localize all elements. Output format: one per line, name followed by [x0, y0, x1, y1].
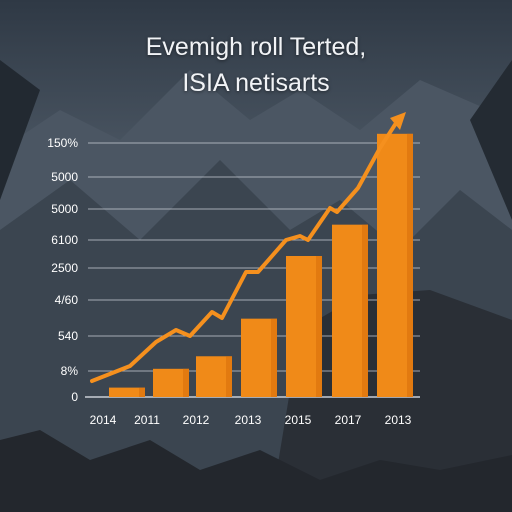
bar — [109, 387, 145, 397]
x-tick-label: 2013 — [385, 413, 412, 427]
y-tick-label: 6100 — [51, 233, 78, 247]
y-tick-label: 5000 — [51, 170, 78, 184]
bar-shade — [226, 356, 232, 397]
x-tick-label: 2014 — [90, 413, 117, 427]
x-tick-label: 2013 — [235, 413, 262, 427]
y-tick-label: 150% — [47, 136, 78, 150]
chart-title-line-1: Evemigh roll Terted, — [145, 33, 367, 61]
y-tick-label: 5000 — [51, 202, 78, 216]
trend-arrow-head — [390, 112, 406, 130]
x-tick-label: 2011 — [134, 413, 160, 427]
bar-shade — [183, 368, 189, 397]
bar-shade — [316, 256, 322, 397]
x-tick-label: 2015 — [285, 413, 312, 427]
y-tick-label: 4/60 — [55, 293, 79, 307]
chart-title-line-2: ISIA netisarts — [182, 69, 330, 97]
bar-shade — [271, 318, 277, 397]
bar-shade — [362, 224, 368, 397]
bar-shade — [407, 133, 413, 398]
y-tick-label: 2500 — [51, 261, 78, 275]
trend-line — [90, 118, 400, 383]
x-tick-label: 2012 — [183, 413, 210, 427]
y-tick-label: 540 — [58, 329, 78, 343]
x-tick-label: 2017 — [335, 413, 362, 427]
y-tick-label: 8% — [61, 364, 79, 378]
y-tick-label: 0 — [71, 390, 78, 404]
bar-shade — [139, 387, 145, 397]
